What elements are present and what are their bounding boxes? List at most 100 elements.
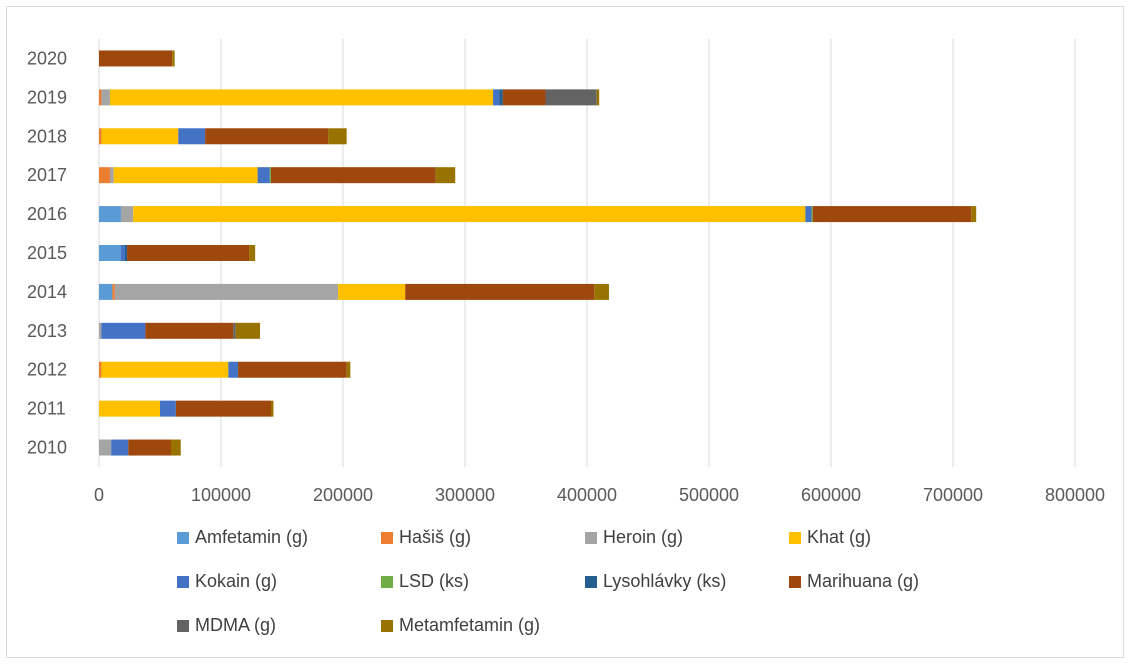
bar-segment	[594, 283, 609, 300]
bar-segment	[235, 322, 261, 339]
bar-segment	[812, 206, 972, 223]
bar-segment	[111, 439, 129, 456]
x-tick-label: 100000	[191, 485, 251, 505]
bar-segment	[170, 439, 181, 456]
bar-segment	[328, 128, 347, 145]
bar-segment	[175, 400, 272, 417]
y-tick-label: 2017	[27, 165, 67, 185]
bar-segment	[405, 283, 595, 300]
y-tick-label: 2012	[27, 360, 67, 380]
bar-segment	[114, 283, 339, 300]
y-tick-label: 2018	[27, 126, 67, 146]
legend-label: Amfetamin (g)	[195, 527, 309, 547]
bar-segment	[99, 322, 102, 339]
bar-segment	[99, 245, 121, 261]
legend-item: LSD (ks)	[381, 571, 469, 592]
bar-segment	[493, 89, 500, 106]
legend-swatch	[789, 531, 801, 544]
legend-swatch	[789, 575, 801, 588]
bar-segment	[101, 89, 110, 106]
y-tick-label: 2014	[27, 282, 67, 302]
legend-label: Lysohlávky (ks)	[603, 571, 727, 591]
bar-segment	[133, 206, 806, 223]
legend-item: Hašiš (g)	[381, 527, 471, 548]
bar-segment	[269, 167, 272, 184]
bar-segment	[271, 400, 274, 417]
bars	[99, 50, 977, 456]
bar-segment	[109, 89, 494, 106]
bar-segment	[596, 89, 600, 106]
legend-label: MDMA (g)	[195, 615, 276, 635]
bar-segment	[99, 128, 102, 145]
bar-segment	[238, 361, 347, 378]
bar-segment	[160, 400, 176, 417]
x-tick-label: 800000	[1045, 485, 1105, 505]
x-tick-label: 600000	[801, 485, 861, 505]
legend-swatch	[177, 531, 189, 544]
legend-label: Kokain (g)	[195, 571, 278, 591]
y-tick-label: 2019	[27, 87, 67, 107]
bar-segment	[257, 167, 270, 184]
legend-item: Metamfetamin (g)	[381, 615, 540, 636]
legend-swatch	[381, 619, 393, 632]
bar-segment	[120, 245, 125, 261]
legend-label: Khat (g)	[807, 527, 872, 547]
bar-segment	[99, 50, 173, 67]
legend-swatch	[177, 619, 189, 632]
bar-segment	[120, 206, 134, 223]
bar-segment	[971, 206, 977, 223]
bar-segment	[127, 245, 250, 261]
legend-item: Heroin (g)	[585, 527, 683, 548]
bar-segment	[101, 322, 146, 339]
bar-segment	[99, 400, 160, 417]
bar-segment	[113, 167, 258, 184]
legend-label: LSD (ks)	[399, 571, 470, 591]
x-tick-label: 0	[94, 485, 104, 505]
gridlines	[98, 39, 1076, 467]
bar-segment	[99, 89, 102, 106]
bar-segment	[124, 245, 128, 261]
legend-swatch	[585, 575, 597, 588]
bar-segment	[499, 89, 503, 106]
bar-segment	[338, 283, 406, 300]
bar-segment	[172, 50, 175, 67]
y-tick-label: 2016	[27, 204, 67, 224]
legend-label: Hašiš (g)	[399, 527, 472, 547]
x-tick-label: 700000	[923, 485, 983, 505]
bar-segment	[145, 322, 234, 339]
legend-item: Khat (g)	[789, 527, 871, 548]
y-tick-label: 2013	[27, 321, 67, 341]
bar-segment	[228, 361, 239, 378]
legend-item: Kokain (g)	[177, 571, 277, 592]
bar-segment	[101, 361, 229, 378]
bar-segment	[346, 361, 351, 378]
bar-chart: 2020 2019 2018 2017 2016 2015 2014 2013 2012 2011…	[27, 39, 1105, 505]
y-axis-labels: 2020 2019 2018 2017 2016 2015 2014 2013 2012 2011…	[27, 48, 67, 457]
legend-swatch	[177, 575, 189, 588]
legend-item: MDMA (g)	[177, 615, 276, 636]
bar-segment	[99, 439, 112, 456]
y-tick-label: 2010	[27, 438, 67, 458]
bar-segment	[249, 245, 256, 261]
x-axis-labels: 0 100000 200000 300000 400000 500000 600000 700…	[94, 485, 1105, 505]
x-tick-label: 500000	[679, 485, 739, 505]
bar-segment	[99, 361, 102, 378]
legend-swatch	[381, 531, 393, 544]
bar-segment	[99, 283, 113, 300]
legend-item: Amfetamin (g)	[177, 527, 308, 548]
legend-label: Marihuana (g)	[807, 571, 920, 591]
bar-segment	[811, 206, 813, 223]
bar-segment	[271, 167, 436, 184]
bar-segment	[233, 322, 236, 339]
bar-segment	[805, 206, 812, 223]
legend-item: Marihuana (g)	[789, 571, 919, 592]
bar-segment	[178, 128, 206, 145]
legend-swatch	[585, 531, 597, 544]
bar-segment	[109, 167, 114, 184]
bar-segment	[101, 128, 179, 145]
bar-segment	[545, 89, 597, 106]
legend-item: Lysohlávky (ks)	[585, 571, 726, 592]
bar-segment	[99, 206, 121, 223]
bar-segment	[502, 89, 546, 106]
legend-label: Heroin (g)	[603, 527, 684, 547]
